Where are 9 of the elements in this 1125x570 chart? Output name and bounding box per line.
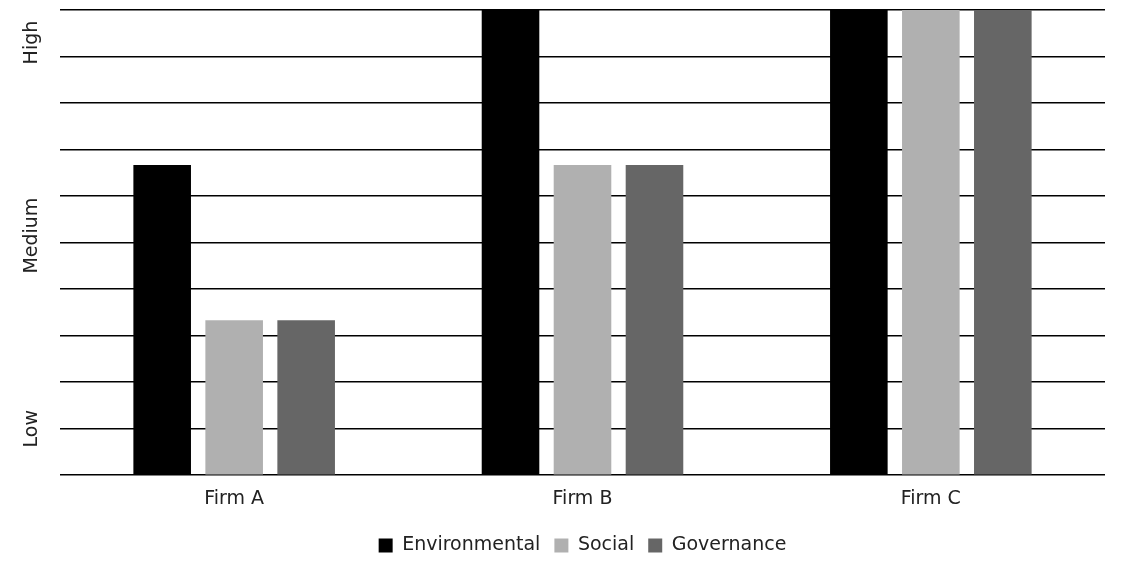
x-tick-label: Firm A bbox=[204, 485, 265, 508]
legend-label: Governance bbox=[671, 532, 787, 555]
legend-label: Social bbox=[577, 532, 635, 555]
x-tick-label: Firm C bbox=[900, 485, 961, 508]
text: Medium bbox=[18, 197, 41, 274]
x-tick-label: Firm B bbox=[552, 485, 613, 508]
text: High bbox=[18, 20, 41, 65]
legend-label: Environmental bbox=[402, 532, 541, 555]
text: Low bbox=[18, 409, 41, 448]
